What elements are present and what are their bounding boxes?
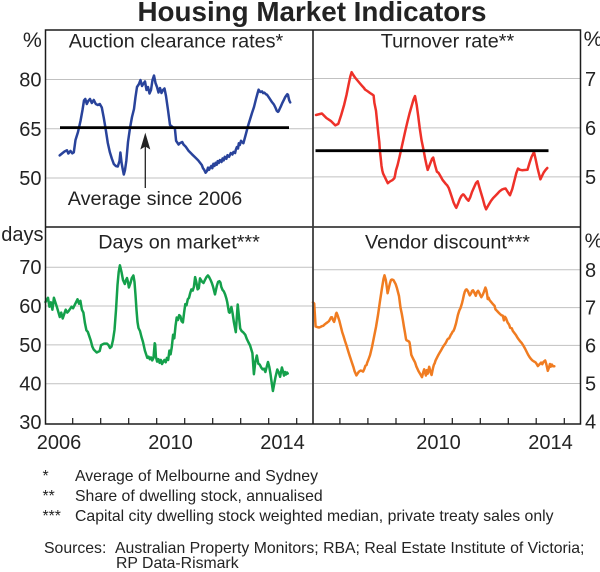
- svg-text:Turnover rate**: Turnover rate**: [381, 31, 515, 53]
- svg-text:5: 5: [585, 167, 596, 189]
- svg-text:Auction clearance rates*: Auction clearance rates*: [69, 31, 284, 53]
- svg-text:%: %: [585, 229, 600, 252]
- svg-text:Average of Melbourne and Sydne: Average of Melbourne and Sydney: [75, 468, 318, 485]
- svg-text:7: 7: [585, 69, 596, 91]
- svg-text:70: 70: [19, 257, 41, 279]
- svg-text:2010: 2010: [148, 432, 193, 454]
- svg-text:40: 40: [19, 374, 41, 396]
- svg-text:***: ***: [43, 508, 61, 525]
- svg-text:Share of dwelling stock, annua: Share of dwelling stock, annualised: [75, 488, 323, 505]
- svg-text:80: 80: [19, 70, 41, 92]
- svg-text:50: 50: [19, 335, 41, 357]
- svg-text:60: 60: [19, 296, 41, 318]
- svg-text:*: *: [43, 468, 49, 485]
- svg-text:6: 6: [585, 118, 596, 140]
- svg-text:Housing Market Indicators: Housing Market Indicators: [137, 0, 486, 27]
- svg-text:2014: 2014: [260, 432, 305, 454]
- svg-text:5: 5: [585, 374, 596, 396]
- svg-text:%: %: [23, 28, 42, 52]
- svg-text:Days on market***: Days on market***: [98, 232, 260, 254]
- svg-text:65: 65: [19, 119, 41, 141]
- svg-text:Australian Property Monitors;: Australian Property Monitors; RBA; Real …: [115, 540, 584, 557]
- svg-text:Capital city dwelling stock we: Capital city dwelling stock weighted med…: [75, 508, 554, 525]
- svg-text:4: 4: [585, 412, 596, 434]
- svg-text:Average since 2006: Average since 2006: [68, 188, 243, 210]
- svg-text:Vendor discount***: Vendor discount***: [365, 232, 530, 254]
- svg-text:%: %: [584, 27, 600, 51]
- svg-text:30: 30: [19, 412, 41, 434]
- svg-text:2010: 2010: [416, 432, 461, 454]
- svg-text:7: 7: [585, 298, 596, 320]
- svg-text:RP Data-Rismark: RP Data-Rismark: [116, 555, 239, 572]
- svg-text:6: 6: [585, 336, 596, 358]
- svg-text:2006: 2006: [37, 432, 82, 454]
- svg-text:Sources:: Sources:: [44, 540, 106, 557]
- svg-text:days: days: [1, 224, 43, 246]
- svg-text:50: 50: [19, 168, 41, 190]
- svg-text:2014: 2014: [528, 432, 573, 454]
- svg-text:**: **: [43, 488, 55, 505]
- svg-text:8: 8: [585, 260, 596, 282]
